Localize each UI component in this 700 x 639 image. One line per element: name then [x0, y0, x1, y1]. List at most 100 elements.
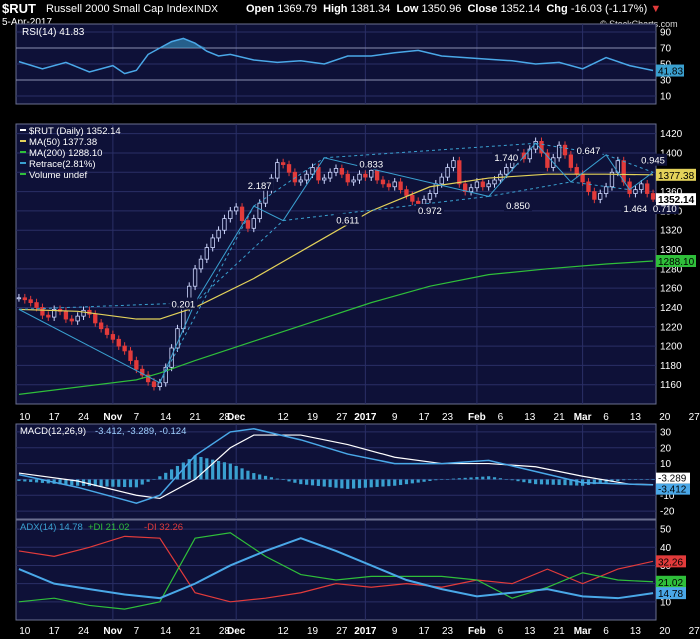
macd-value-badge-text: -3.289	[658, 474, 687, 485]
macd-histogram-bar	[375, 479, 379, 487]
candle	[609, 171, 615, 188]
adx-line	[18, 537, 654, 600]
price-legend-entry: MA(200) 1288.10	[29, 148, 102, 159]
macd-histogram-bar	[263, 475, 268, 480]
macd-y-tick-label: -20	[660, 507, 675, 518]
index-type: INDX	[194, 4, 218, 15]
low-value: 1350.96	[421, 3, 462, 15]
adx-y-tick-label: 10	[660, 597, 672, 608]
macd-histogram-bar	[422, 479, 426, 482]
open-value: 1369.79	[277, 3, 317, 15]
macd-histogram-bar	[528, 479, 532, 484]
candle	[63, 310, 69, 320]
candle	[228, 210, 233, 220]
macd-histogram-bar	[410, 479, 414, 484]
plus-di-line	[18, 532, 654, 610]
x-tick-label: Nov	[103, 412, 122, 423]
macd-histogram-bar	[252, 473, 256, 480]
candle	[650, 193, 656, 200]
x-tick-label: 6	[603, 626, 609, 637]
macd-histogram-bar	[475, 477, 479, 480]
candle	[75, 315, 80, 322]
candle	[198, 258, 204, 270]
retrace-dashed-connector	[194, 220, 284, 303]
price-y-tick-label: 1400	[660, 148, 683, 159]
candle	[116, 338, 121, 347]
x-tick-label: 28	[219, 412, 231, 423]
macd-histogram-bar	[234, 465, 238, 480]
x-tick-label: 28	[219, 626, 231, 637]
low-label: Low	[396, 3, 419, 15]
close-label: Close	[467, 3, 498, 15]
candle	[351, 179, 356, 183]
x-tick-label: 13	[524, 626, 536, 637]
retrace-label-bg	[357, 157, 386, 170]
retrace-label: 0.945	[639, 153, 668, 167]
high-value: 1381.34	[350, 3, 391, 15]
price-value-badge-text: 1288.10	[658, 257, 695, 268]
candle	[545, 152, 550, 168]
price-value-badge	[656, 255, 696, 268]
candle	[386, 183, 392, 188]
x-tick-label: 27	[689, 412, 700, 423]
macd-histogram-bar	[551, 479, 555, 485]
candle	[40, 307, 45, 316]
x-tick-label: 13	[630, 412, 642, 423]
rsi-y-tick-label: 90	[660, 28, 672, 39]
x-tick-label: 17	[49, 412, 61, 423]
retrace-dashed-connector	[324, 142, 536, 159]
x-tick-label: 17	[49, 626, 61, 637]
candle	[104, 328, 110, 335]
retrace-dashed-connector	[605, 154, 654, 173]
retrace-label-bg	[333, 213, 362, 226]
candle	[457, 160, 462, 185]
candle	[439, 176, 444, 185]
candle	[416, 200, 421, 205]
macd-histogram-bar	[293, 479, 297, 483]
x-tick-label: 21	[190, 626, 202, 637]
price-y-tick-label: 1220	[660, 322, 683, 333]
macd-histogram-bar	[451, 478, 456, 480]
macd-histogram-bar	[258, 474, 262, 480]
candle	[93, 313, 98, 324]
macd-histogram-bar	[316, 479, 320, 486]
candle	[451, 160, 456, 168]
candle	[16, 297, 22, 300]
retrace-label-text: 0.647	[577, 146, 601, 157]
high-label: High	[323, 3, 348, 15]
x-tick-label: 23	[442, 626, 454, 637]
ma50-line	[18, 173, 654, 320]
macd-histogram-bar	[275, 478, 279, 480]
x-tick-label: 20	[659, 626, 671, 637]
x-tick-label: 6	[603, 412, 609, 423]
macd-histogram-bar	[246, 470, 250, 480]
macd-histogram-bar	[651, 479, 655, 480]
macd-histogram-bar	[117, 479, 121, 487]
candle	[275, 162, 280, 179]
x-tick-label: 12	[278, 412, 290, 423]
x-tick-label: 24	[78, 626, 90, 637]
candle	[492, 179, 497, 185]
x-tick-label: Feb	[468, 626, 486, 637]
legend-swatch	[20, 162, 26, 164]
candle	[239, 206, 245, 221]
x-tick-label: 2017	[354, 412, 377, 423]
macd-histogram-bar	[387, 479, 391, 487]
macd-histogram-bar	[434, 479, 438, 481]
adx-y-tick-label: 50	[660, 525, 672, 536]
macd-histogram-bar	[545, 479, 549, 485]
macd-histogram-bar	[105, 479, 109, 487]
retrace-label: 0.611	[333, 213, 362, 227]
candle	[304, 173, 309, 181]
macd-histogram-bar	[64, 479, 68, 485]
candle	[327, 171, 333, 179]
candle	[504, 167, 509, 175]
candle	[480, 181, 485, 188]
candle	[292, 171, 298, 183]
retrace-label-bg	[504, 199, 533, 212]
candle	[556, 144, 562, 159]
candle	[98, 322, 104, 330]
candle	[639, 183, 644, 191]
x-tick-label: Dec	[227, 412, 246, 423]
x-tick-label: 13	[630, 626, 642, 637]
